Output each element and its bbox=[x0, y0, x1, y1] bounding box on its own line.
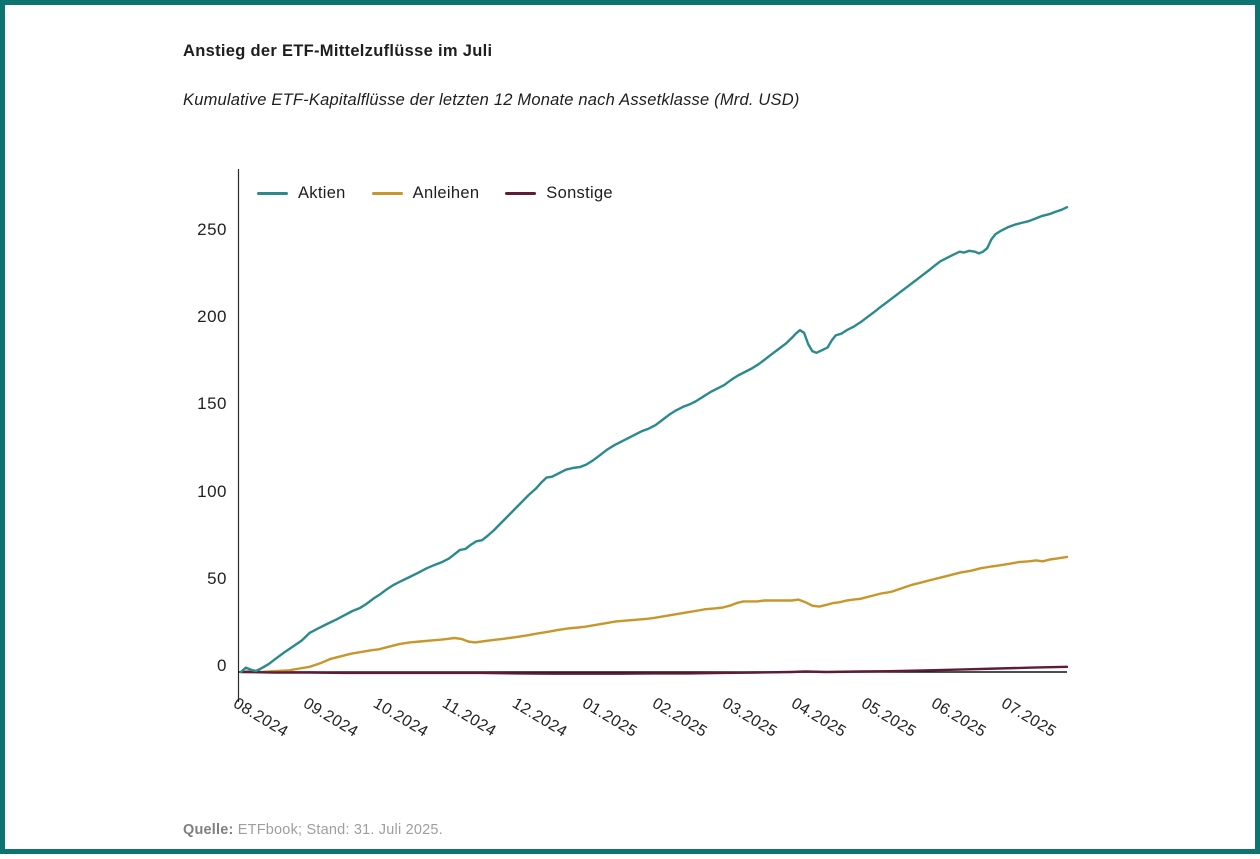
legend-item-anleihen: Anleihen bbox=[371, 184, 480, 203]
legend-label-sonstige: Sonstige bbox=[546, 184, 613, 202]
page-subtitle: Kumulative ETF-Kapitalflüsse der letzten… bbox=[183, 91, 800, 109]
anleihen-swatch-icon bbox=[371, 192, 403, 195]
y-tick-label: 200 bbox=[197, 307, 227, 327]
anleihen-line bbox=[239, 555, 1069, 674]
legend-label-anleihen: Anleihen bbox=[412, 184, 480, 202]
source-note: Quelle: ETFbook; Stand: 31. Juli 2025. bbox=[183, 822, 443, 838]
legend-item-sonstige: Sonstige bbox=[505, 184, 613, 203]
source-label: Quelle: bbox=[183, 822, 234, 838]
y-tick-label: 0 bbox=[217, 656, 227, 675]
legend-label-aktien: Aktien bbox=[298, 184, 346, 202]
aktien-swatch-icon bbox=[257, 192, 288, 195]
sonstige-swatch-icon bbox=[505, 192, 537, 195]
y-tick-label: 250 bbox=[197, 220, 227, 239]
line-chart bbox=[237, 169, 1069, 702]
source-text: ETFbook; Stand: 31. Juli 2025. bbox=[233, 822, 443, 838]
page-title: Anstieg der ETF-Mittelzuflüsse im Juli bbox=[183, 42, 493, 60]
chart-legend: Aktien Anleihen Sonstige bbox=[257, 184, 613, 203]
legend-item-aktien: Aktien bbox=[257, 184, 346, 203]
aktien-line bbox=[239, 205, 1069, 674]
y-axis-labels: 0 50 100 150 200 250 bbox=[153, 5, 227, 859]
y-tick-label: 50 bbox=[207, 568, 227, 588]
y-tick-label: 150 bbox=[197, 394, 227, 414]
y-tick-label: 100 bbox=[197, 481, 227, 501]
sonstige-line bbox=[239, 665, 1069, 675]
